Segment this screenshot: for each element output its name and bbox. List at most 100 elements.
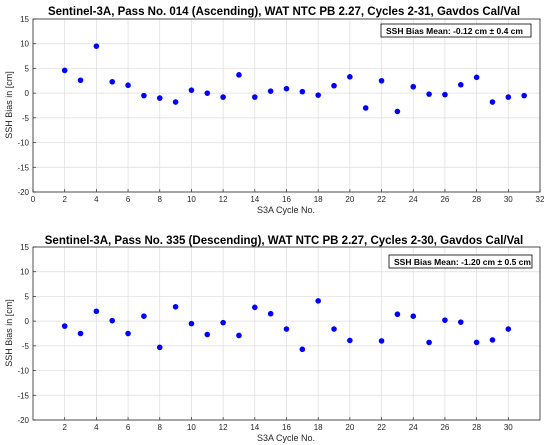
data-point [331, 82, 337, 89]
y-axis-label: SSH Bias in [cm] [4, 299, 14, 367]
x-tick-label: 4 [94, 423, 99, 432]
x-tick-labels: 2 4 6 8 10 12 14 16 18 20 22 24 26 28 30 [62, 423, 513, 432]
y-tick-labels: -20 -15 -10 -5 0 5 10 15 [17, 243, 29, 425]
data-point [204, 90, 211, 96]
x-tick-label: 12 [219, 423, 228, 432]
x-tick-label: 8 [158, 423, 163, 432]
data-point [362, 105, 369, 111]
data-point [172, 99, 179, 105]
data-point [410, 313, 417, 320]
data-point [61, 67, 68, 74]
y-tick-label: 5 [25, 292, 30, 301]
annotation-text: SSH Bias Mean: -1.20 cm ± 0.5 cm [394, 257, 531, 267]
data-points [61, 43, 527, 115]
data-point [156, 344, 163, 351]
data-point [188, 87, 195, 93]
x-tick-label: 10 [187, 195, 196, 204]
x-tick-label: 18 [314, 423, 323, 432]
y-tick-label: -5 [22, 114, 30, 123]
data-point [77, 77, 84, 84]
data-point [347, 74, 353, 80]
data-point [156, 95, 163, 101]
data-point [236, 332, 242, 339]
x-tick-label: 2 [62, 195, 67, 204]
x-tick-label: 14 [250, 423, 259, 432]
y-tick-label: 5 [25, 64, 30, 73]
x-tick-label: 32 [536, 195, 545, 204]
x-tick-label: 20 [345, 195, 354, 204]
data-point [109, 78, 116, 85]
data-point [172, 304, 179, 310]
x-tick-label: 10 [187, 423, 196, 432]
x-tick-label: 2 [62, 423, 67, 432]
data-point [410, 83, 417, 90]
data-point [188, 320, 195, 327]
x-tick-label: 8 [158, 195, 163, 204]
y-tick-label: 10 [20, 268, 29, 277]
x-tick-label: 0 [31, 195, 36, 204]
x-tick-label: 24 [409, 195, 418, 204]
data-point [473, 74, 480, 81]
y-axis-label: SSH Bias in [cm] [4, 71, 14, 139]
annotation-box: SSH Bias Mean: -0.12 cm ± 0.4 cm [380, 23, 532, 38]
x-tick-labels: 0 2 4 6 8 10 12 14 16 18 20 22 24 26 28 30 32 [31, 195, 545, 204]
x-tick-label: 30 [504, 423, 513, 432]
x-tick-label: 22 [377, 423, 386, 432]
x-tick-label: 30 [504, 195, 513, 204]
y-tick-label: -10 [17, 367, 29, 376]
data-point [267, 310, 274, 317]
y-tick-label: 15 [20, 15, 29, 24]
chart-panel-bottom: Sentinel-3A, Pass No. 335 (Descending), … [4, 235, 541, 443]
data-point [378, 77, 385, 84]
x-tick-label: 26 [440, 423, 449, 432]
annotation-box: SSH Bias Mean: -1.20 cm ± 0.5 cm [388, 254, 533, 269]
y-tick-label: 10 [20, 40, 29, 49]
data-point [252, 304, 258, 311]
data-point [521, 92, 527, 99]
data-point [204, 331, 211, 338]
y-tick-label: 0 [25, 317, 30, 326]
data-point [61, 323, 68, 329]
x-tick-label: 22 [377, 195, 386, 204]
data-point [220, 94, 226, 100]
data-point [93, 43, 100, 49]
data-point [505, 326, 512, 332]
x-tick-label: 12 [219, 195, 228, 204]
data-point [442, 317, 448, 323]
data-point [141, 313, 147, 320]
data-point [426, 339, 432, 346]
data-point [77, 330, 84, 337]
data-point [220, 319, 226, 326]
data-point [473, 339, 480, 346]
data-point [394, 108, 401, 115]
x-tick-label: 16 [282, 195, 291, 204]
x-tick-label: 28 [472, 195, 481, 204]
data-point [315, 92, 321, 98]
data-point [378, 338, 385, 344]
data-point [489, 337, 496, 343]
y-tick-labels: -20 -15 -10 -5 0 5 10 15 [17, 15, 29, 197]
chart-title: Sentinel-3A, Pass No. 335 (Descending), … [45, 235, 523, 247]
plot-border [32, 18, 541, 193]
plot-border [32, 246, 541, 421]
x-tick-label: 4 [94, 195, 99, 204]
data-point [236, 72, 242, 78]
data-point [394, 311, 401, 318]
y-tick-label: -5 [22, 342, 30, 351]
data-point [457, 81, 464, 88]
data-point [109, 317, 116, 324]
data-point [426, 91, 432, 97]
y-tick-label: -20 [17, 416, 29, 425]
data-point [347, 337, 353, 344]
x-tick-label: 28 [472, 423, 481, 432]
data-point [267, 88, 274, 94]
x-tick-label: 6 [126, 423, 131, 432]
y-tick-label: -15 [17, 163, 29, 172]
data-point [457, 319, 464, 325]
data-point [125, 82, 131, 89]
data-point [489, 99, 496, 105]
chart-panel-top: Sentinel-3A, Pass No. 014 (Ascending), W… [4, 6, 545, 215]
